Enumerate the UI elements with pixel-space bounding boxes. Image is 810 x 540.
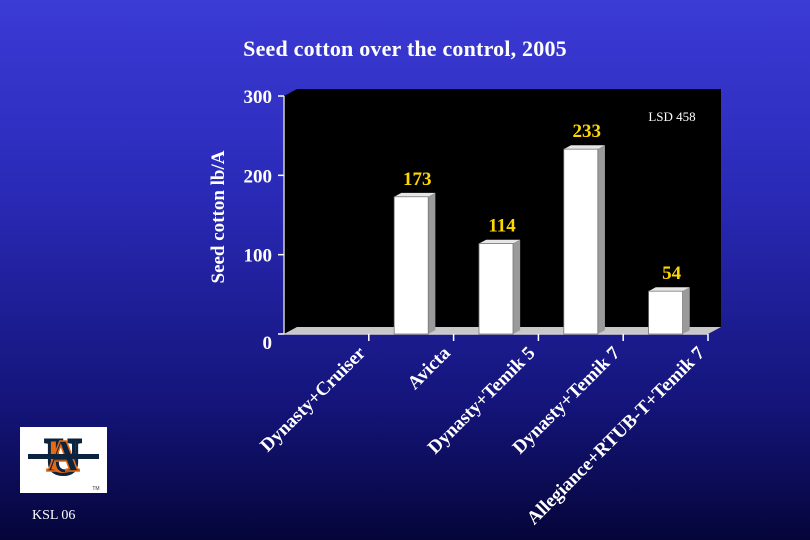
bar xyxy=(648,290,683,335)
bar xyxy=(393,196,429,335)
x-tick-label: Avicta xyxy=(404,342,456,394)
bar-side xyxy=(682,287,690,334)
bar xyxy=(478,243,514,335)
x-tick-label: Allegiance+RTUB-T+Temik 7 xyxy=(523,342,710,529)
data-label: 173 xyxy=(403,169,432,190)
x-tick-label: Dynasty+Cruiser xyxy=(256,342,370,456)
footer-text: KSL 06 xyxy=(32,508,76,523)
bar-side xyxy=(428,192,436,334)
data-label: 114 xyxy=(488,216,516,237)
bar-top xyxy=(479,239,521,244)
y-tick-label: 200 xyxy=(244,166,273,187)
chart-title: Seed cotton over the control, 2005 xyxy=(243,36,567,61)
bar-top xyxy=(648,287,690,292)
bar-top xyxy=(563,145,605,150)
y-tick-label: 100 xyxy=(244,246,273,267)
y-tick-label: 300 xyxy=(244,87,273,108)
bar-top xyxy=(394,192,436,197)
bar xyxy=(563,148,599,335)
plot-background xyxy=(284,89,721,334)
y-axis-label: Seed cotton lb/A xyxy=(208,150,229,283)
bar-side xyxy=(513,239,521,334)
bar-side xyxy=(597,145,605,334)
logo-trademark: TM xyxy=(92,486,99,492)
data-label: 233 xyxy=(573,121,602,142)
auburn-logo: U A TM xyxy=(20,427,107,493)
data-label: 54 xyxy=(662,263,682,284)
y-tick-label: 0 xyxy=(263,333,273,354)
lsd-annotation: LSD 458 xyxy=(648,109,695,124)
